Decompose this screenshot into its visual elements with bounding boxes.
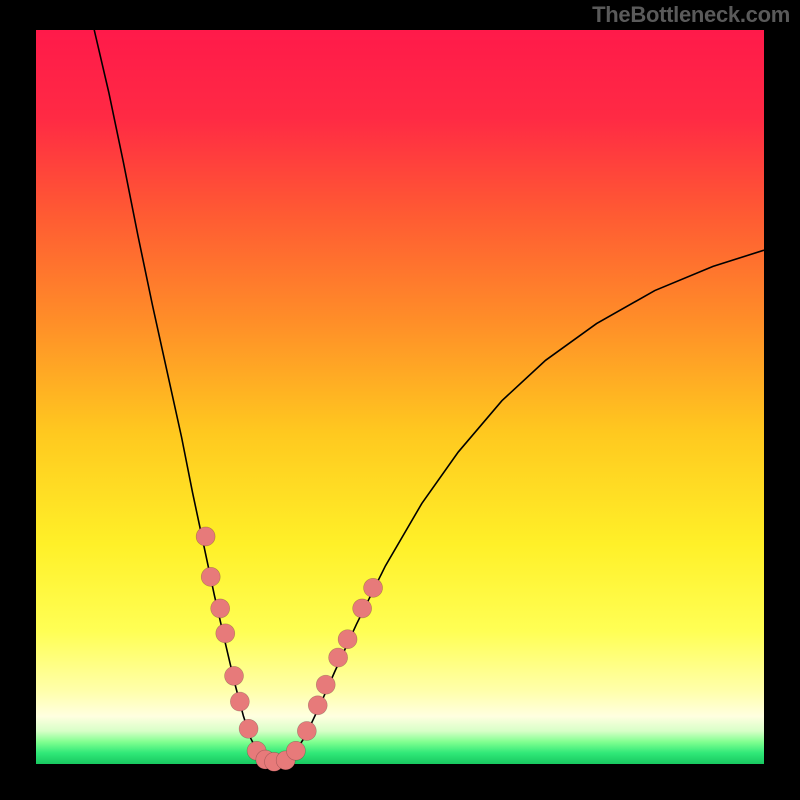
data-dot xyxy=(364,578,383,597)
data-dot xyxy=(329,648,348,667)
data-dot xyxy=(308,696,327,715)
data-dot xyxy=(353,599,372,618)
data-dot xyxy=(196,527,215,546)
data-dot xyxy=(239,719,258,738)
data-dot xyxy=(316,675,335,694)
watermark-text: TheBottleneck.com xyxy=(592,2,790,28)
data-dot xyxy=(338,630,357,649)
data-dot xyxy=(201,567,220,586)
data-dot xyxy=(216,624,235,643)
data-dot xyxy=(286,741,305,760)
data-dot xyxy=(297,721,316,740)
plot-area-gradient xyxy=(36,30,764,764)
bottleneck-chart xyxy=(0,0,800,800)
data-dot xyxy=(225,666,244,685)
data-dot xyxy=(211,599,230,618)
data-dot xyxy=(230,692,249,711)
